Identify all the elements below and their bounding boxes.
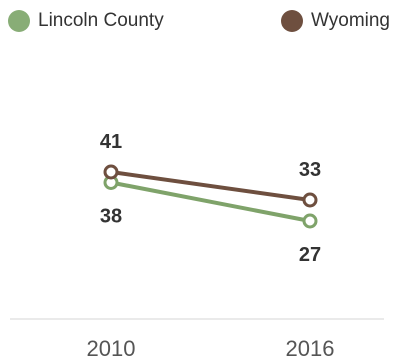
series-line-wyoming bbox=[109, 170, 312, 202]
data-point-wyoming-2016 bbox=[302, 192, 318, 208]
data-label-wyoming-2016: 33 bbox=[299, 159, 321, 181]
legend-label-lincoln-county: Lincoln County bbox=[38, 10, 164, 31]
legend-label-wyoming: Wyoming bbox=[310, 10, 390, 31]
legend-item-lincoln-county: Lincoln County bbox=[8, 10, 164, 32]
data-label-lincoln-county-2010: 38 bbox=[100, 206, 122, 228]
legend-item-wyoming: Wyoming bbox=[280, 10, 390, 32]
data-label-wyoming-2010: 41 bbox=[100, 131, 122, 153]
series-line-lincoln-county bbox=[109, 180, 312, 223]
x-tick-label-2010: 2010 bbox=[87, 336, 136, 361]
legend-swatch-lincoln-county bbox=[8, 10, 30, 32]
data-point-wyoming-2010 bbox=[103, 164, 119, 180]
data-label-lincoln-county-2016: 27 bbox=[299, 244, 321, 266]
chart-legend: Lincoln County Wyoming bbox=[8, 6, 390, 36]
legend-swatch-wyoming bbox=[280, 10, 303, 32]
data-point-lincoln-county-2016 bbox=[302, 213, 318, 229]
x-tick-label-2016: 2016 bbox=[286, 336, 335, 361]
